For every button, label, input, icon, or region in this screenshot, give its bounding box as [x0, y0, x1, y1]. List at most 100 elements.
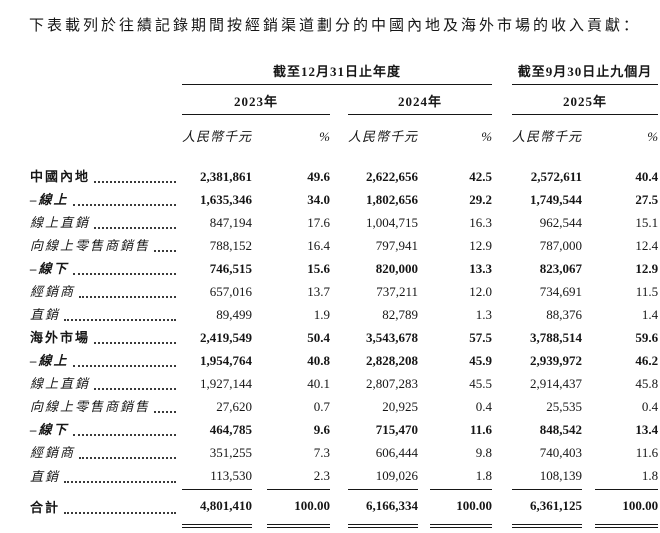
amount-cell: 2,572,611 [530, 168, 583, 184]
spacer [252, 395, 267, 418]
amount-cell: 2,939,972 [530, 352, 583, 368]
amount-cell: 820,000 [375, 260, 418, 276]
year-header-row: 2023年 2024年 2025年 [30, 84, 659, 115]
amount-cell: 746,515 [209, 260, 252, 276]
amount-cell: 1,802,656 [366, 191, 418, 207]
spacer [252, 490, 267, 527]
percent-cell: 40.4 [635, 168, 659, 184]
percent-cell: 2.3 [267, 464, 330, 490]
year-header-2023: 2023年 [182, 84, 330, 115]
percent-cell: 0.4 [641, 398, 659, 414]
row-total: 合計 4,801,410 100.00 6,166,334 100.00 6,3… [30, 489, 659, 528]
spacer [252, 257, 267, 280]
unit-header-row: 人民幣千元 % 人民幣千元 % 人民幣千元 % [30, 115, 658, 153]
spacer [252, 464, 267, 490]
percent-cell: 1.9 [313, 306, 330, 322]
spacer [418, 441, 430, 464]
spacer [582, 257, 595, 280]
percent-cell: 40.1 [307, 375, 330, 391]
amount-cell: 464,785 [209, 421, 252, 437]
amount-cell: 962,544 [539, 214, 583, 230]
group-header-row: 截至12月31日止年度 截至9月30日止九個月 [30, 54, 659, 85]
dot-leader [79, 457, 176, 459]
spacer [418, 211, 430, 234]
spacer [492, 441, 512, 464]
amount-cell: 3,788,514 [530, 329, 583, 345]
percent-cell: 27.5 [635, 191, 659, 207]
amount-cell: 2,914,437 [530, 375, 583, 391]
amount-cell: 715,470 [375, 421, 418, 437]
dot-leader [94, 388, 176, 390]
spacer [330, 490, 348, 527]
amount-cell: 657,016 [209, 283, 252, 299]
amount-cell: 1,749,544 [530, 191, 583, 207]
unit-label-2025: 人民幣千元 [512, 129, 583, 144]
dot-leader [72, 434, 176, 436]
spacer [582, 349, 595, 372]
percent-cell: 49.6 [307, 168, 330, 184]
spacer [418, 349, 430, 372]
spacer [582, 280, 595, 303]
row-label-cell: 直銷 [30, 464, 182, 490]
row-label-cell: 線上直銷 [30, 211, 182, 234]
spacer [330, 211, 348, 234]
column-spacer [492, 85, 512, 115]
row-label: 中國內地 [30, 169, 91, 184]
spacer [418, 165, 430, 188]
amount-cell: 89,499 [216, 306, 252, 322]
percent-cell: 100.00 [430, 489, 493, 528]
row-label: 向線上零售商銷售 [30, 399, 151, 414]
page-title: 下表載列於往績記錄期間按經銷渠道劃分的中國內地及海外市場的收入貢獻： [29, 18, 642, 34]
row-label-cell: 向線上零售商銷售 [30, 234, 182, 257]
spacer [252, 418, 267, 441]
amount-cell: 787,000 [539, 237, 583, 253]
spacer [252, 165, 267, 188]
amount-cell: 82,789 [382, 306, 418, 322]
row-label: 合計 [30, 500, 61, 516]
row-os-online: –線上 1,954,764 40.8 2,828,208 45.9 2,939,… [30, 349, 658, 372]
spacer [582, 395, 595, 418]
amount-cell: 823,067 [539, 260, 583, 276]
row-label-cell: –線下 [30, 418, 182, 441]
spacer [582, 303, 595, 326]
column-spacer [492, 54, 512, 85]
amount-cell: 4,801,410 [182, 489, 252, 528]
spacer [330, 418, 348, 441]
dot-leader [79, 296, 176, 298]
amount-cell: 847,194 [209, 214, 252, 230]
year-header-2024: 2024年 [348, 84, 493, 115]
spacer [330, 257, 348, 280]
amount-cell: 1,635,346 [200, 191, 252, 207]
amount-cell: 25,535 [546, 398, 583, 414]
spacer [330, 441, 348, 464]
spacer [492, 257, 512, 280]
row-label: 海外市場 [30, 330, 91, 345]
row-label: –線上 [30, 192, 69, 207]
percent-cell: 46.2 [635, 352, 659, 368]
amount-cell: 2,807,283 [366, 375, 418, 391]
percent-cell: 11.5 [635, 283, 659, 299]
percent-cell: 0.4 [475, 398, 493, 414]
percent-cell: 12.0 [469, 283, 493, 299]
percent-label-2024: % [481, 129, 493, 144]
dot-leader [64, 481, 176, 484]
spacer [492, 165, 512, 188]
percent-cell: 1.3 [475, 306, 493, 322]
percent-label-2025: % [647, 129, 659, 144]
row-cn-online-retailers: 向線上零售商銷售 788,152 16.4 797,941 12.9 787,0… [30, 234, 658, 257]
row-os-online-direct: 線上直銷 1,927,144 40.1 2,807,283 45.5 2,914… [30, 372, 658, 395]
amount-cell: 108,139 [512, 464, 583, 490]
row-os-offline: –線下 464,785 9.6 715,470 11.6 848,542 13.… [30, 418, 658, 441]
header-spacer [30, 115, 182, 153]
amount-cell: 788,152 [209, 237, 252, 253]
spacer [252, 441, 267, 464]
dot-leader [94, 181, 176, 183]
row-cn-online-direct: 線上直銷 847,194 17.6 1,004,715 16.3 962,544… [30, 211, 658, 234]
amount-cell: 1,004,715 [366, 214, 418, 230]
spacer [492, 303, 512, 326]
percent-cell: 42.5 [469, 168, 493, 184]
row-cn-online: –線上 1,635,346 34.0 1,802,656 29.2 1,749,… [30, 188, 658, 211]
amount-cell: 2,381,861 [200, 168, 252, 184]
group-header-fy: 截至12月31日止年度 [182, 54, 493, 85]
spacer [418, 464, 430, 490]
